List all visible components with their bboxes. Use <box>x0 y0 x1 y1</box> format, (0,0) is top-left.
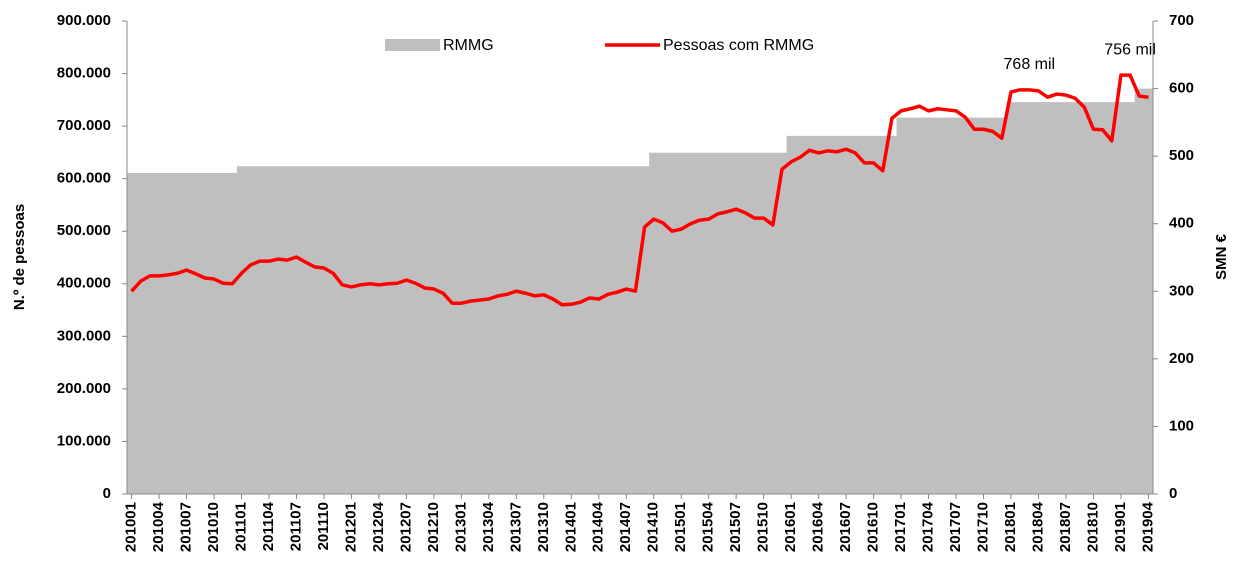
legend-label: RMMG <box>443 37 494 54</box>
x-tick-label: 201104 <box>260 501 277 551</box>
x-tick-label: 201004 <box>150 501 167 552</box>
x-tick-label: 201507 <box>727 502 744 552</box>
line <box>130 73 1149 307</box>
x-tick-label: 201410 <box>645 502 662 552</box>
legend-item: RMMG <box>385 37 494 54</box>
y-tick-label: 800.000 <box>57 65 111 82</box>
x-tick-label: 201210 <box>425 502 442 552</box>
x-tick-label: 201107 <box>287 502 304 551</box>
x-tick-label: 201310 <box>535 502 552 552</box>
x-tick-label: 201604 <box>810 501 827 552</box>
x-tick-label: 201610 <box>865 502 882 552</box>
annotation: 768 mil <box>1004 56 1056 73</box>
y-tick-label: 200.000 <box>57 380 111 397</box>
x-tick-label: 201701 <box>892 502 909 552</box>
x-tick-label: 201010 <box>205 502 222 552</box>
x-tick-label: 201404 <box>590 501 607 552</box>
x-tick-label: 201904 <box>1139 501 1156 552</box>
x-tick-label: 201607 <box>837 502 854 552</box>
x-tick-label: 201807 <box>1057 502 1074 552</box>
x-tick-label: 201301 <box>452 502 469 552</box>
x-tick-label: 201304 <box>480 501 497 552</box>
y-tick-label: 0 <box>103 485 111 502</box>
y-tick-label: 300.000 <box>57 327 111 344</box>
y2-tick-label: 600 <box>1169 80 1194 97</box>
legend-item: Pessoas com RMMG <box>605 37 814 54</box>
y-tick-label: 500.000 <box>57 222 111 239</box>
x-tick-label: 201204 <box>370 501 387 552</box>
x-tick-label: 201307 <box>507 502 524 552</box>
y-tick-label: 100.000 <box>57 432 111 449</box>
x-tick-label: 201101 <box>232 502 249 551</box>
y-tick-label: 600.000 <box>57 170 111 187</box>
x-tick-label: 201401 <box>562 502 579 552</box>
y-axis-title: N.º de pessoas <box>11 204 28 310</box>
x-tick-label: 201201 <box>342 502 359 552</box>
x-tick-label: 201810 <box>1084 502 1101 552</box>
x-tick-label: 201707 <box>947 502 964 552</box>
x-tick-label: 201901 <box>1112 502 1129 552</box>
x-tick-label: 201407 <box>617 502 634 552</box>
y2-tick-label: 700 <box>1169 12 1194 29</box>
y-tick-label: 700.000 <box>57 117 111 134</box>
x-tick-label: 201001 <box>123 502 140 552</box>
annotation: 756 mil <box>1104 41 1156 58</box>
x-tick-label: 201504 <box>700 501 717 552</box>
x-tick-label: 201007 <box>178 502 195 552</box>
y2-tick-label: 200 <box>1169 350 1194 367</box>
x-tick-label: 201601 <box>782 502 799 552</box>
x-tick-label: 201804 <box>1029 501 1046 552</box>
x-tick-label: 201704 <box>920 501 937 552</box>
y2-tick-label: 400 <box>1169 215 1194 232</box>
x-tick-label: 201801 <box>1002 502 1019 552</box>
legend-label: Pessoas com RMMG <box>663 37 814 54</box>
y-tick-label: 400.000 <box>57 275 111 292</box>
x-tick-label: 201710 <box>974 502 991 552</box>
x-tick-label: 201510 <box>755 502 772 552</box>
x-tick-label: 201207 <box>397 502 414 552</box>
x-tick-label: 201110 <box>315 502 332 550</box>
y2-tick-label: 300 <box>1169 282 1194 299</box>
y-tick-label: 900.000 <box>57 12 111 29</box>
legend-swatch <box>385 39 440 51</box>
y2-tick-label: 0 <box>1169 485 1177 502</box>
y2-tick-label: 100 <box>1169 417 1194 434</box>
x-tick-label: 201501 <box>672 502 689 552</box>
area <box>127 88 1153 495</box>
y2-tick-label: 500 <box>1169 147 1194 164</box>
y2-axis-title: SMN € <box>1213 233 1230 280</box>
